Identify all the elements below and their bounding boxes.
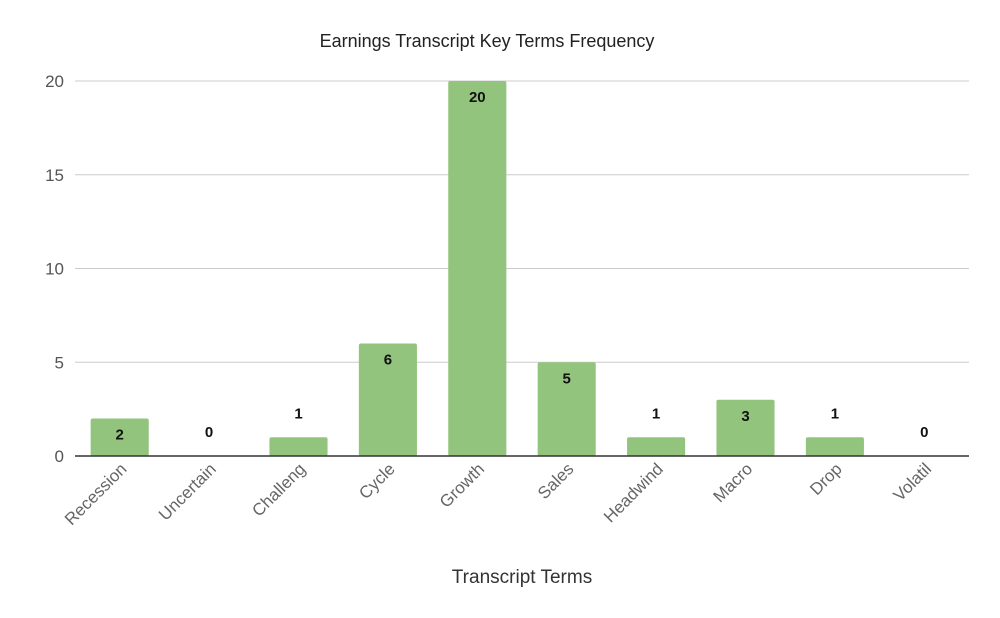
y-axis-ticks: 0 5 10 15 20 bbox=[45, 72, 64, 466]
gridlines bbox=[75, 80, 969, 363]
data-label-headwind: 1 bbox=[652, 405, 660, 422]
bar-growth bbox=[448, 81, 507, 456]
data-label-drop: 1 bbox=[831, 405, 839, 422]
x-tick-label-uncertain: Uncertain bbox=[155, 459, 220, 524]
chart-title: Earnings Transcript Key Terms Frequency bbox=[320, 31, 655, 51]
bar-cycle bbox=[358, 343, 417, 456]
x-axis-ticks: Recession Uncertain Challeng Cycle Growth Sal… bbox=[61, 459, 935, 529]
data-label-recession: 2 bbox=[116, 427, 124, 444]
y-tick-label: 10 bbox=[45, 260, 64, 279]
data-label-macro: 3 bbox=[741, 408, 749, 425]
bar-macro bbox=[716, 399, 775, 456]
y-tick-label: 15 bbox=[45, 166, 64, 185]
x-axis-title: Transcript Terms bbox=[452, 567, 592, 588]
data-label-uncertain: 0 bbox=[205, 424, 213, 441]
x-tick-label-drop: Drop bbox=[806, 459, 845, 498]
data-label-challeng: 1 bbox=[294, 405, 302, 422]
bar-challeng bbox=[269, 437, 328, 456]
x-tick-label-headwind: Headwind bbox=[600, 459, 667, 526]
y-tick-label: 5 bbox=[55, 353, 64, 372]
data-label-cycle: 6 bbox=[384, 352, 392, 369]
x-tick-label-macro: Macro bbox=[709, 459, 756, 506]
bar-headwind bbox=[627, 437, 686, 456]
x-tick-label-recession: Recession bbox=[61, 459, 131, 529]
x-tick-label-volatil: Volatil bbox=[890, 459, 936, 505]
bar-sales bbox=[537, 362, 596, 456]
bar-recession bbox=[90, 418, 149, 456]
data-label-volatil: 0 bbox=[920, 424, 928, 441]
x-tick-label-sales: Sales bbox=[534, 459, 578, 503]
y-tick-label: 0 bbox=[55, 447, 64, 466]
data-label-growth: 20 bbox=[469, 89, 486, 106]
x-tick-label-growth: Growth bbox=[436, 459, 488, 511]
y-tick-label: 20 bbox=[45, 72, 64, 91]
data-label-sales: 5 bbox=[563, 370, 571, 387]
x-tick-label-challeng: Challeng bbox=[248, 459, 309, 520]
bar-drop bbox=[805, 437, 864, 456]
bars bbox=[90, 81, 864, 456]
x-tick-label-cycle: Cycle bbox=[355, 459, 398, 502]
